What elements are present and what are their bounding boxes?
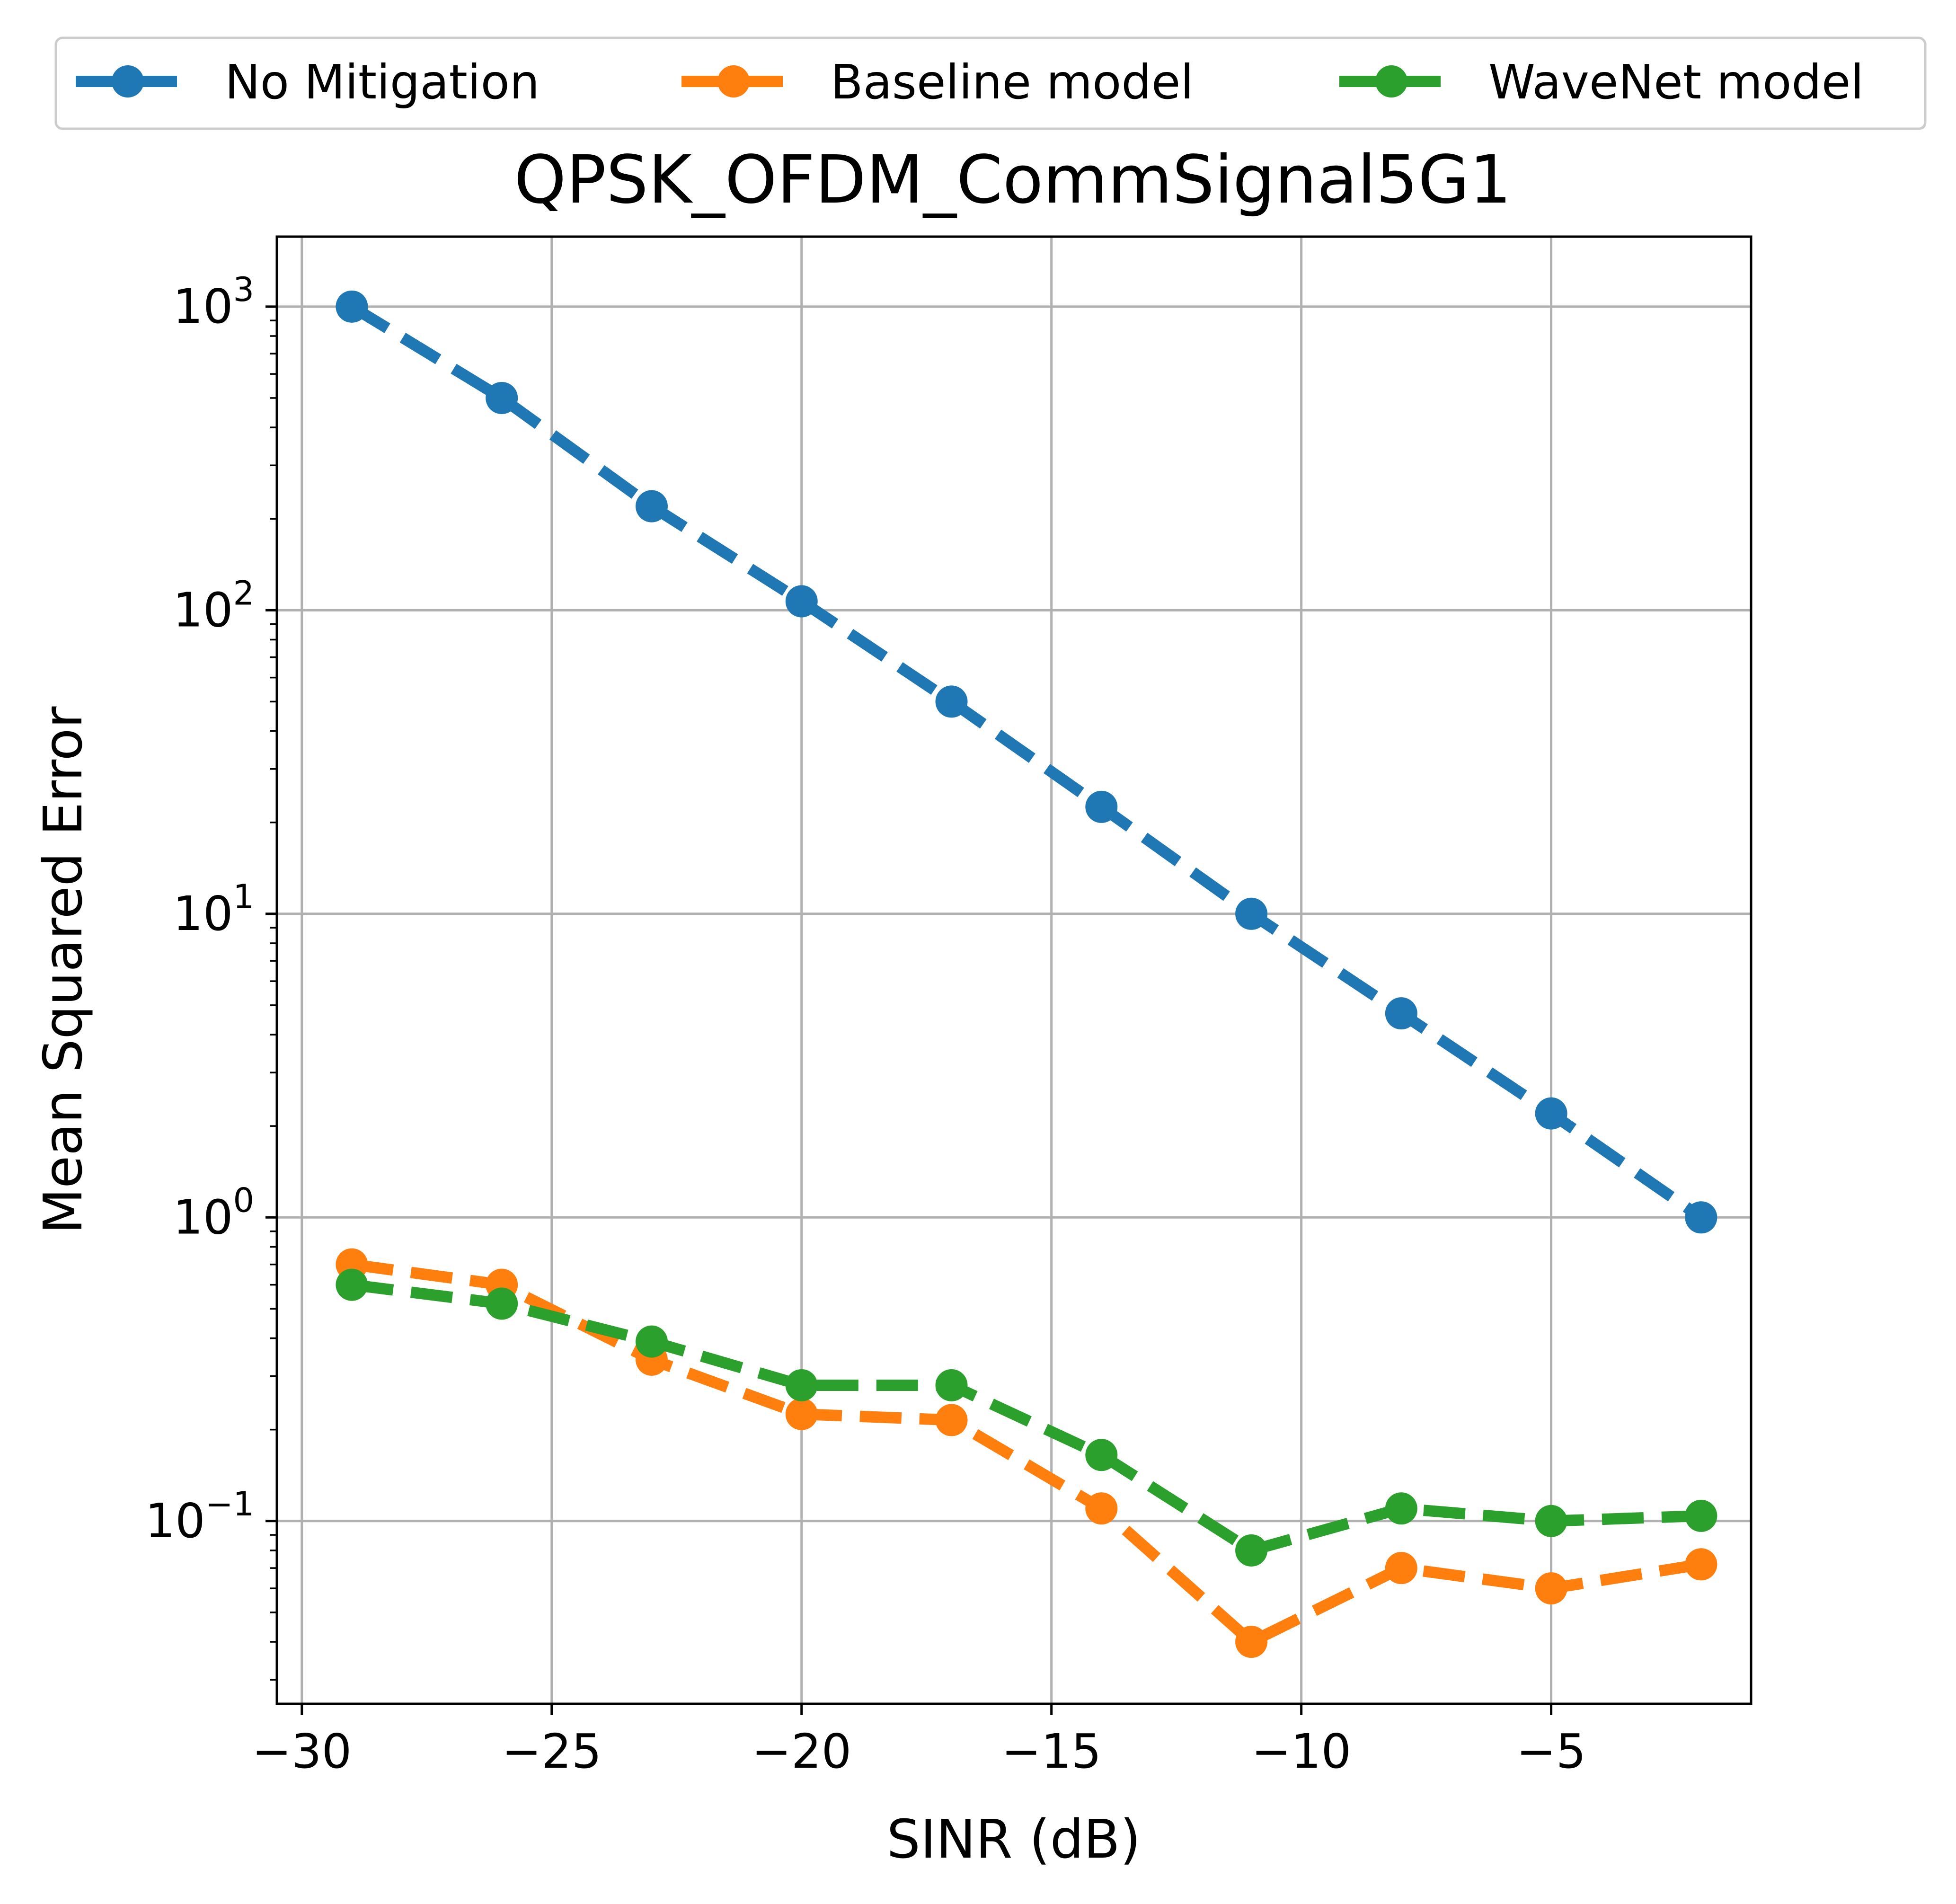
data-point	[1235, 897, 1268, 930]
y-tick-label-exponent: 0	[233, 1181, 254, 1220]
data-point	[635, 490, 668, 522]
data-point	[1085, 1492, 1118, 1525]
y-tick-label-exponent: 3	[233, 270, 254, 309]
y-tick-label-exponent: −1	[205, 1485, 254, 1523]
y-tick-label-base: 10	[173, 886, 233, 941]
legend-entry: Baseline model	[682, 54, 1194, 110]
data-point	[1385, 1552, 1417, 1585]
data-point	[1385, 1492, 1417, 1525]
y-tick-label-base: 10	[173, 582, 233, 638]
y-tick-label-base: 10	[173, 1189, 233, 1245]
y-tick-label-base: 10	[145, 1493, 205, 1549]
data-point	[1535, 1097, 1567, 1130]
legend: No Mitigation Baseline model WaveNet model	[54, 36, 1927, 130]
y-tick-label-base: 10	[173, 279, 233, 334]
data-point	[1535, 1572, 1567, 1605]
data-point	[935, 685, 968, 718]
y-tick-label: 102	[173, 574, 254, 638]
x-tick-label: −30	[252, 1724, 352, 1779]
y-tick-label: 101	[173, 877, 254, 941]
series-line	[351, 1279, 1701, 1556]
x-tick-label: −15	[1001, 1724, 1101, 1779]
data-point	[1685, 1499, 1717, 1532]
x-tick-label: −20	[752, 1724, 851, 1779]
y-tick-label-exponent: 2	[233, 574, 254, 612]
data-point	[1685, 1201, 1717, 1234]
y-tick-label: 10−1	[145, 1485, 254, 1549]
legend-label: Baseline model	[831, 54, 1194, 110]
x-tick-label: −25	[502, 1724, 602, 1779]
data-point	[785, 585, 818, 618]
legend-box	[54, 36, 1927, 130]
y-tick-label: 100	[173, 1181, 254, 1245]
data-point	[336, 290, 368, 323]
legend-entry: No Mitigation	[76, 54, 540, 110]
x-tick-label: −5	[1516, 1724, 1586, 1779]
legend-swatch-marker	[717, 65, 750, 97]
data-point	[785, 1369, 818, 1401]
plot-frame	[275, 235, 1752, 1705]
x-axis-label: SINR (dB)	[887, 1809, 1141, 1870]
series-baseline-model	[336, 1248, 1717, 1658]
legend-label: WaveNet model	[1488, 54, 1864, 110]
data-point	[1235, 1626, 1268, 1658]
legend-label: No Mitigation	[225, 54, 540, 110]
series-layer	[336, 290, 1717, 1658]
y-tick-label-exponent: 1	[233, 877, 254, 916]
data-point	[1385, 997, 1417, 1030]
x-tick-label: −10	[1251, 1724, 1351, 1779]
data-point	[1085, 1439, 1118, 1471]
data-point	[486, 381, 518, 414]
chart-title: QPSK_OFDM_CommSignal5G1	[514, 142, 1511, 219]
legend-swatch-marker	[112, 65, 144, 97]
grid	[277, 237, 1751, 1704]
y-tick-label: 103	[173, 270, 254, 334]
data-point	[785, 1398, 818, 1430]
data-point	[336, 1268, 368, 1301]
data-point	[1685, 1548, 1717, 1581]
data-point	[486, 1287, 518, 1320]
data-point	[1535, 1505, 1567, 1537]
data-point	[1235, 1534, 1268, 1567]
legend-entry: WaveNet model	[1339, 54, 1864, 110]
series-no-mitigation	[336, 290, 1717, 1234]
data-point	[935, 1404, 968, 1436]
y-axis-label: Mean Squared Error	[33, 706, 94, 1234]
data-point	[635, 1325, 668, 1358]
data-point	[1085, 790, 1118, 823]
x-axis: −30 −25 −20 −15 −10 −5	[252, 1704, 1586, 1779]
series-line	[349, 301, 1705, 1222]
series-wavenet-model	[336, 1268, 1717, 1567]
data-point	[935, 1369, 968, 1401]
legend-swatch-marker	[1375, 65, 1407, 97]
